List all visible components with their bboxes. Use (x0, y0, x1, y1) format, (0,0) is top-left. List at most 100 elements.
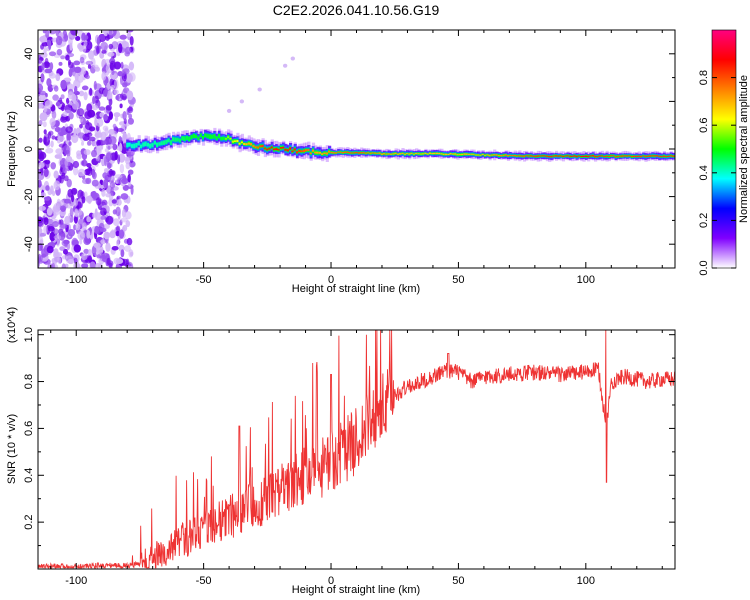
noise-speck (69, 42, 73, 51)
noise-speck (122, 39, 127, 49)
ridge-cell (472, 153, 476, 155)
ridge-cell (314, 151, 318, 154)
noise-speck (125, 220, 131, 228)
ridge-cell (454, 153, 458, 155)
noise-speck (94, 117, 98, 127)
noise-speck (116, 128, 124, 132)
noise-speck (72, 160, 80, 169)
ridge-cell (213, 134, 217, 139)
ridge-cell (245, 143, 249, 146)
ridge-cell (479, 154, 483, 156)
noise-speck (104, 31, 108, 37)
noise-speck (94, 83, 102, 90)
ridge-cell (651, 155, 655, 157)
noise-speck (38, 243, 43, 251)
noise-speck (100, 184, 104, 189)
ridge-cell (511, 155, 515, 157)
noise-speck (71, 194, 75, 203)
noise-speck (73, 198, 78, 207)
spectrogram-y-ticks: -40 -20 0 20 40 (23, 29, 675, 269)
ridge-cell (428, 152, 433, 154)
noise-speck (66, 203, 72, 209)
ridge-cell (144, 141, 148, 147)
streak-speck (239, 99, 245, 104)
snr-series-line (38, 330, 675, 569)
ridge-cell (653, 155, 657, 157)
ridge-cell (447, 153, 451, 155)
noise-speck (43, 217, 49, 226)
colorbar-tick-label: 0.2 (698, 213, 710, 228)
ridge-cell (217, 134, 222, 139)
ridge-cell (616, 155, 621, 158)
ridge-cell (270, 146, 274, 149)
noise-speck (39, 35, 47, 43)
snr-ylabel: SNR (10 * v/v) (6, 414, 18, 484)
ridge-cell (417, 153, 421, 155)
ridge-cell (548, 155, 552, 158)
snr-y-ticks: 0.2 0.4 0.6 0.8 1.0 (23, 327, 675, 547)
ridge-cell (543, 155, 547, 157)
ridge-cell (628, 155, 632, 157)
ridge-cell (224, 138, 228, 140)
noise-speck (119, 163, 125, 174)
noise-speck (105, 242, 111, 252)
noise-speck (39, 151, 47, 160)
ridge-cell (222, 136, 226, 140)
noise-speck (125, 73, 133, 83)
noise-speck (127, 106, 134, 114)
noise-speck (116, 239, 120, 247)
noise-speck (64, 215, 71, 226)
noise-speck (48, 72, 57, 79)
noise-speck (103, 89, 108, 97)
noise-speck (83, 91, 88, 101)
ridge-cell (598, 155, 602, 157)
noise-speck (83, 248, 89, 254)
ridge-cell (600, 155, 605, 157)
noise-speck (68, 112, 74, 120)
noise-speck (108, 30, 113, 39)
ridge-cell (536, 155, 540, 157)
ridge-cell (580, 155, 584, 157)
noise-speck (100, 239, 106, 245)
ridge-cell (302, 149, 306, 153)
noise-speck (91, 179, 99, 187)
noise-speck (54, 154, 62, 159)
noise-speck (122, 175, 127, 183)
ridge-cell (481, 153, 485, 155)
ridge-cell (208, 134, 212, 139)
ridge-cell (337, 151, 341, 153)
noise-speck (45, 30, 50, 39)
noise-speck (43, 105, 47, 113)
noise-speck (55, 101, 61, 107)
ridge-cell (234, 140, 238, 142)
x-tick-label: -50 (196, 274, 212, 286)
ridge-cell (396, 153, 400, 155)
noise-speck (113, 79, 119, 90)
ridge-cell (130, 144, 134, 148)
noise-speck (109, 60, 116, 71)
ridge-cell (387, 153, 391, 155)
noise-speck (108, 43, 114, 50)
ridge-cell (442, 153, 446, 155)
noise-speck (43, 129, 47, 135)
noise-speck (66, 178, 72, 188)
noise-speck (84, 111, 92, 120)
noise-speck (86, 103, 93, 112)
ridge-cell (449, 153, 453, 155)
ridge-cell (424, 152, 428, 154)
noise-speck (56, 239, 60, 247)
noise-speck (89, 87, 93, 96)
noise-speck (92, 212, 96, 218)
noise-speck (55, 35, 63, 46)
noise-speck (100, 215, 106, 220)
ridge-cell (250, 143, 254, 146)
ridge-cell (612, 155, 616, 157)
noise-speck (38, 119, 43, 126)
noise-speck (59, 174, 64, 184)
ridge-cell (575, 155, 579, 158)
noise-speck (62, 126, 66, 134)
noise-speck (122, 111, 127, 121)
ridge-cell (539, 155, 543, 157)
x-tick-label: 100 (577, 274, 595, 286)
ridge-cell (667, 155, 671, 157)
